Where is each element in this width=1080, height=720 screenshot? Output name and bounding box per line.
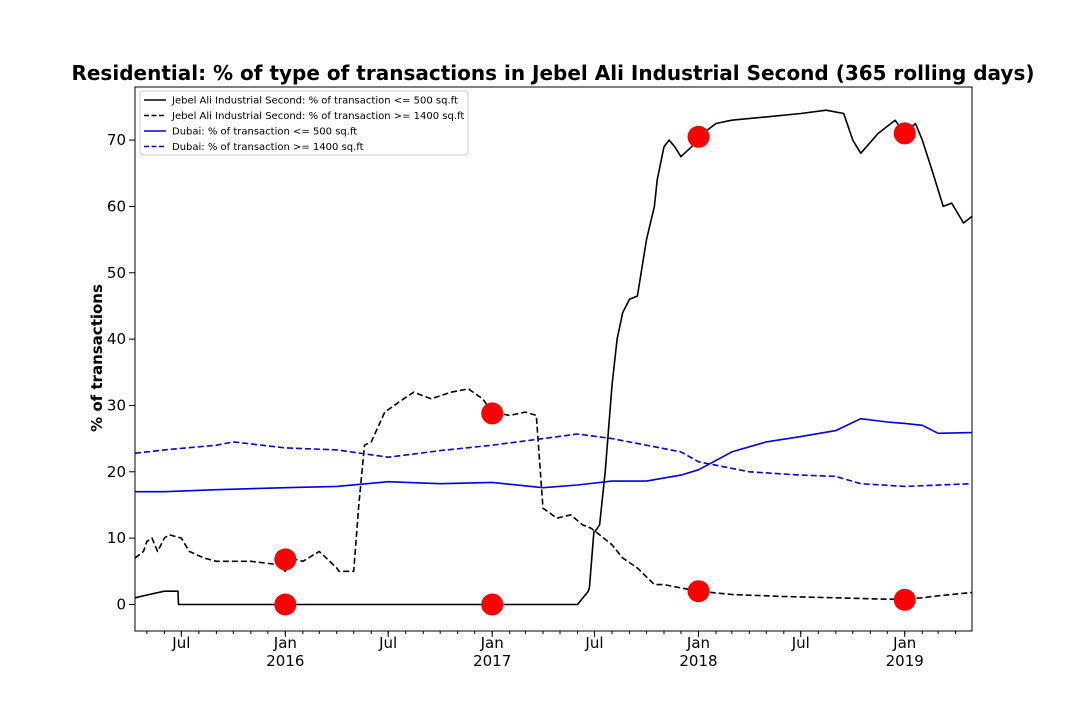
x-tick-label: Jul — [791, 634, 810, 652]
x-tick-label: Jul — [171, 634, 190, 652]
x-tick-year-label: 2019 — [886, 652, 924, 670]
series-line-4 — [134, 433, 973, 488]
y-tick-label: 70 — [107, 131, 126, 149]
y-tick-label: 0 — [116, 595, 126, 613]
series-line-3 — [135, 417, 973, 493]
marker-point-6 — [687, 580, 710, 603]
plot-frame — [134, 86, 973, 632]
y-tick-label: 20 — [107, 463, 126, 481]
plot-area — [134, 86, 973, 632]
marker-point-8 — [893, 588, 916, 611]
x-tick-label: Jan — [273, 634, 297, 652]
y-tick-label: 50 — [107, 264, 126, 282]
x-tick-label: Jan — [686, 634, 710, 652]
y-tick-label: 30 — [107, 396, 126, 414]
marker-point-5 — [687, 125, 710, 148]
marker-point-2 — [274, 593, 297, 616]
x-tick-label: Jan — [480, 634, 504, 652]
y-axis-label: % of transactions — [88, 284, 106, 432]
series-layer — [134, 109, 973, 606]
legend: Jebel Ali Industrial Second: % of transa… — [139, 90, 469, 156]
x-tick-label: Jul — [378, 634, 397, 652]
y-axis: 0 10 20 30 40 50 60 70 — [107, 131, 135, 613]
marker-layer — [274, 122, 916, 616]
legend-box — [139, 90, 469, 156]
marker-point-7 — [893, 122, 916, 145]
x-tick-label: Jan — [892, 634, 916, 652]
y-tick-label: 40 — [107, 330, 126, 348]
legend-label-4: Dubai: % of transaction >= 1400 sq.ft — [172, 142, 364, 153]
series-line-2 — [134, 388, 973, 600]
legend-label-2: Jebel Ali Industrial Second: % of transa… — [171, 111, 464, 122]
x-tick-year-label: 2016 — [266, 652, 304, 670]
y-tick-label: 60 — [107, 197, 126, 215]
x-tick-year-label: 2017 — [473, 652, 511, 670]
marker-point-1 — [274, 548, 297, 571]
legend-label-3: Dubai: % of transaction <= 500 sq.ft — [172, 127, 357, 138]
chart-title: Residential: % of type of transactions i… — [71, 61, 1034, 85]
legend-label-1: Jebel Ali Industrial Second: % of transa… — [171, 96, 458, 107]
x-tick-label: Jul — [584, 634, 603, 652]
marker-point-4 — [481, 402, 504, 425]
series-line-1 — [134, 109, 973, 606]
x-tick-year-label: 2018 — [679, 652, 717, 670]
y-tick-label: 10 — [107, 529, 126, 547]
marker-point-3 — [481, 593, 504, 616]
